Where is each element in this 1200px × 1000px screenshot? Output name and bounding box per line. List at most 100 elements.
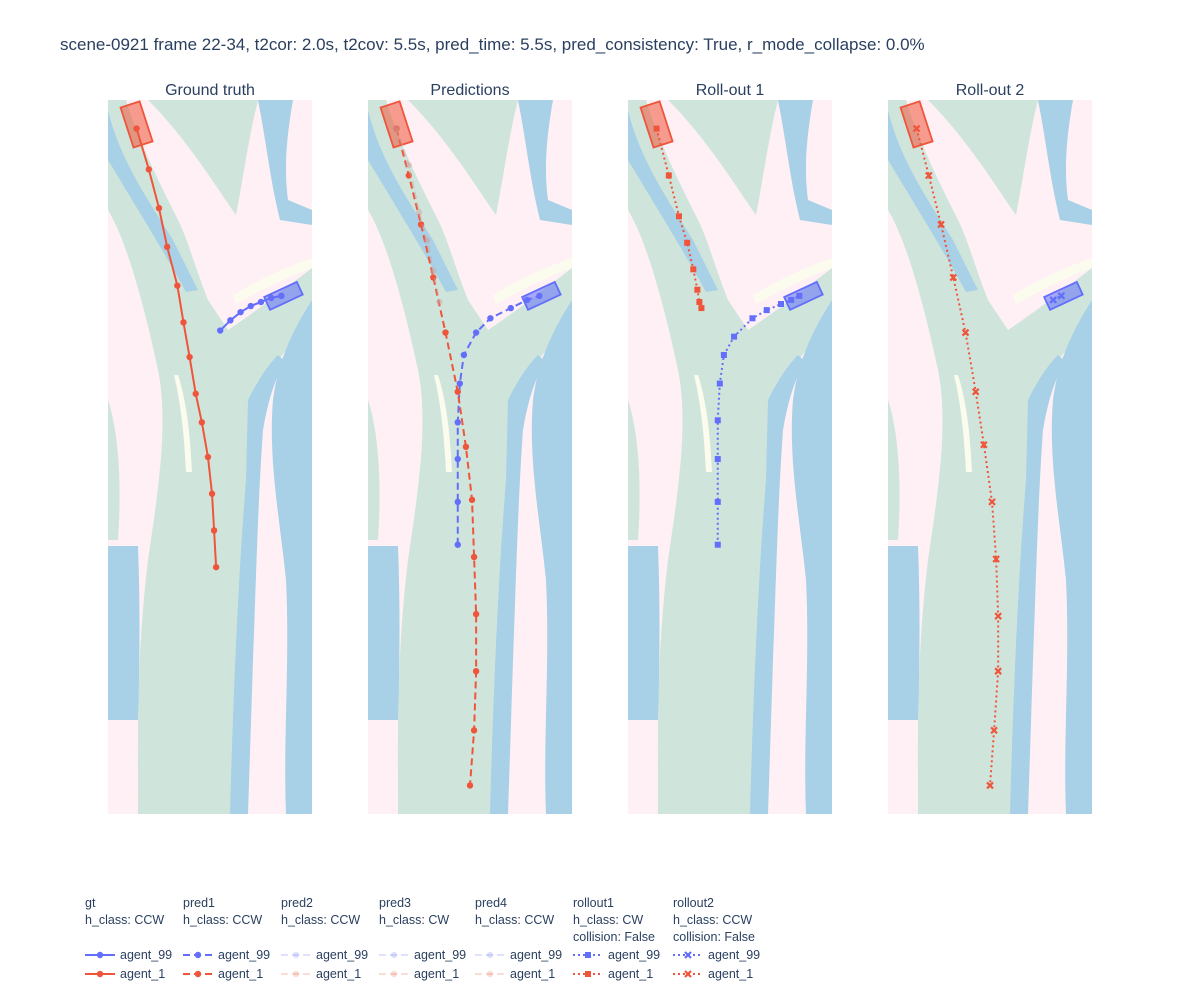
legend-group-title: pred2 [281, 896, 313, 910]
map-shoulder-ne [493, 258, 572, 304]
agent_1-point [405, 172, 412, 179]
legend-entry-label: agent_99 [608, 948, 660, 962]
map-lane-west [888, 546, 920, 720]
agent_1-point [470, 727, 478, 734]
agent_99-point [714, 498, 721, 505]
agent_1-point [990, 726, 998, 735]
legend-entry-label: agent_1 [708, 967, 753, 981]
map-shoulder-island [954, 375, 972, 472]
map-lane-east-inner [490, 355, 546, 814]
pred2-trajectory [395, 128, 441, 303]
agent_99-point [454, 498, 461, 506]
legend-group-detail: h_class: CCW [475, 913, 554, 927]
map-drivable-main [888, 100, 1092, 814]
map-drivable-main [368, 100, 572, 814]
legend-group-detail: h_class: CW [573, 913, 643, 927]
agent_1-point [949, 273, 958, 282]
legend-group-pred2: pred2 h_class: CCW agent_99 agent_1 [281, 896, 368, 981]
agent_1-point [470, 553, 478, 561]
agent_1-point [210, 527, 218, 534]
agent_99-point [714, 417, 721, 424]
map-drivable-west [108, 400, 120, 540]
agent_1-point [925, 171, 933, 180]
map-lane-ne [258, 100, 312, 225]
legend-swatch-marker [194, 970, 202, 978]
map-drivable-west [888, 400, 900, 540]
map-shoulder-island [434, 375, 452, 472]
legend-group-pred1: pred1 h_class: CCW agent_99 agent_1 [183, 896, 270, 981]
map-lane-east-inner [1010, 355, 1066, 814]
agent_1-point [653, 125, 660, 132]
legend-swatch-marker [486, 951, 494, 959]
map [888, 100, 1092, 814]
agent_1-point [204, 453, 212, 461]
legend-swatch-marker [585, 952, 591, 958]
agent_1-point [163, 243, 171, 251]
figure-title: scene-0921 frame 22-34, t2cor: 2.0s, t2c… [60, 35, 925, 54]
agent_99-point [763, 307, 770, 314]
legend-group-rollout2: rollout2 h_class: CCW collision: False agen… [673, 896, 760, 981]
legend-entry-label: agent_99 [218, 948, 270, 962]
legend-group-detail: collision: False [673, 930, 755, 944]
map-lane-ne [778, 100, 832, 225]
agent_1-point [472, 610, 480, 618]
legend-entry-label: agent_1 [120, 967, 165, 981]
legend-entry-label: agent_1 [218, 967, 263, 981]
subplot-panels: Ground truth Predictions Roll-out 1 Roll-ou… [108, 82, 1092, 814]
legend-entry-label: agent_99 [510, 948, 562, 962]
agent_1-point [212, 563, 220, 571]
agent_99-point [536, 292, 543, 300]
agent_1-box [899, 100, 934, 149]
agent_99-point [507, 304, 514, 312]
map-shoulder-ne [1013, 258, 1092, 304]
agent_1-point [994, 667, 1002, 675]
legend-group-pred3: pred3 h_class: CW agent_99 agent_1 [379, 896, 466, 981]
map-lane-nw [628, 110, 718, 292]
map-drivable-north [148, 100, 258, 215]
legend-group-title: pred4 [475, 896, 507, 910]
agent_1-point [988, 498, 996, 506]
legend-group-title: gt [85, 896, 96, 910]
legend-group-title: pred1 [183, 896, 215, 910]
agent_1-point [971, 387, 980, 396]
pred2-point [430, 268, 437, 275]
legend-swatch-marker [194, 951, 202, 959]
legend-swatch-marker [486, 970, 494, 978]
legend-entry-label: agent_99 [708, 948, 760, 962]
legend-swatch-marker [390, 951, 398, 959]
legend-group-detail: h_class: CCW [183, 913, 262, 927]
agent_1-point [986, 781, 994, 790]
legend-group-pred4: pred4 h_class: CCW agent_99 agent_1 [475, 896, 562, 981]
legend-entry-label: agent_1 [316, 967, 361, 981]
map-lane-ne [518, 100, 572, 225]
agent_99-point [460, 351, 468, 359]
map-drivable-north [408, 100, 518, 215]
legend-group-title: rollout2 [673, 896, 714, 910]
legend-group-detail: h_class: CCW [673, 913, 752, 927]
map-drivable-west [368, 400, 380, 540]
agent_1-point [192, 390, 199, 397]
map-lane-east [791, 300, 832, 814]
map-drivable-west [628, 400, 640, 540]
agent_99-point [472, 329, 480, 336]
subplot-1: Ground truth [108, 82, 312, 814]
pred2-point [436, 298, 443, 306]
map-lane-east-inner [750, 355, 806, 814]
agent_99-point [247, 302, 254, 310]
agent_1-point [186, 353, 193, 361]
map-shoulder-island [694, 375, 712, 472]
agent_99-point [227, 317, 234, 324]
map-lane-nw [888, 110, 978, 292]
legend-group-detail: h_class: CCW [85, 913, 164, 927]
subplot-title: Roll-out 1 [696, 82, 765, 99]
agent_1-point [694, 286, 701, 293]
agent_99-point [716, 380, 723, 387]
agent_99-point [268, 294, 275, 302]
map-shoulder-ne [233, 258, 312, 304]
map-lane-ne [1038, 100, 1092, 225]
agent_99-point [237, 308, 244, 316]
map-lane-east [1051, 300, 1092, 814]
agent_1-point [696, 298, 703, 305]
agent_1-point [442, 329, 449, 336]
